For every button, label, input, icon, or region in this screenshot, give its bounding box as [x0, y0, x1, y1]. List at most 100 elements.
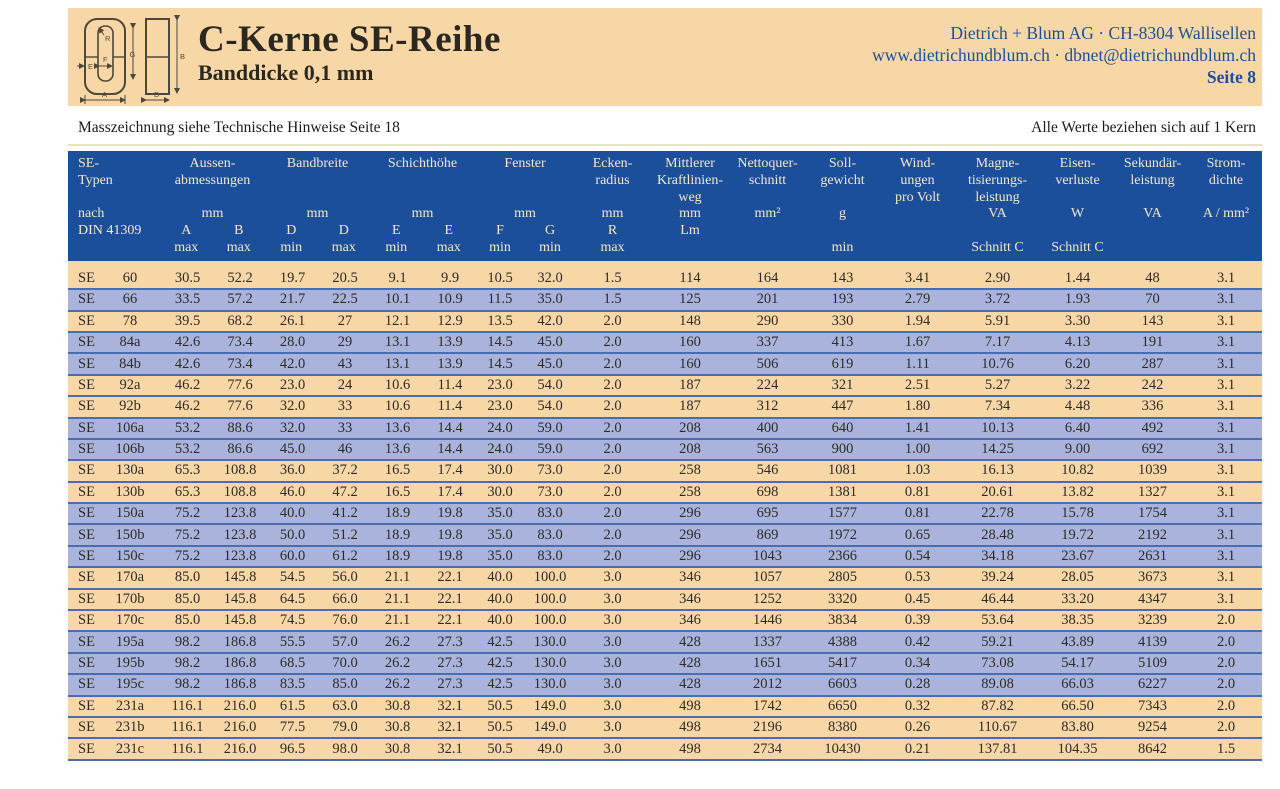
column-group-windungen: Wind-ungen pro Volt — [880, 151, 956, 261]
cell-value-12: 0.39 — [904, 612, 931, 629]
cell-value-8: 2.0 — [603, 376, 622, 393]
cell-value-6: 14.5 — [487, 334, 513, 351]
cell-value-4: 21.1 — [384, 590, 411, 607]
cell-value-2: 45.0 — [279, 441, 306, 458]
cell-value-7: 83.0 — [537, 505, 563, 522]
cell-value-14: 15.78 — [1061, 505, 1094, 522]
cell-value-1: 123.8 — [223, 526, 257, 543]
cell-value-13: 137.81 — [977, 740, 1018, 757]
table-row-se-66: SE 66 33.5 57.2 21.7 22.5 10.1 10.9 11.5 35.0 1.5 1… — [68, 289, 1263, 311]
cell-value-4: 13.1 — [384, 334, 411, 351]
cell-value-6: 11.5 — [487, 291, 513, 308]
page-subtitle: Banddicke 0,1 mm — [198, 60, 374, 85]
cell-value-13: 3.72 — [984, 291, 1011, 308]
cell-value-16: 2.0 — [1216, 676, 1236, 693]
cell-value-9: 187 — [679, 376, 701, 393]
cell-value-11: 330 — [831, 312, 854, 329]
column-group-sollgewicht: Soll-gewicht g min — [805, 151, 881, 261]
cell-value-13: 89.08 — [981, 676, 1014, 693]
cell-value-0: 53.2 — [174, 419, 201, 436]
cell-value-16: 3.1 — [1216, 312, 1236, 329]
cell-value-3: 51.2 — [332, 526, 358, 543]
cell-value-0: 65.3 — [174, 483, 201, 500]
cell-value-10: 312 — [756, 398, 779, 415]
cell-value-13: 20.61 — [981, 483, 1014, 500]
cell-value-6: 50.5 — [487, 697, 513, 714]
cell-value-8: 3.0 — [603, 697, 622, 714]
table-body: SE 60 30.5 52.2 19.7 20.5 9.1 9.9 10.5 32.0 1.5 114… — [68, 260, 1263, 760]
cell-value-16: 3.1 — [1216, 269, 1236, 286]
cell-value-0: 46.2 — [174, 376, 201, 393]
cell-value-11: 2366 — [828, 548, 858, 565]
cell-value-1: 186.8 — [223, 655, 257, 671]
cell-value-6: 35.0 — [487, 548, 513, 565]
cell-value-4: 13.6 — [384, 441, 411, 458]
cell-value-6: 24.0 — [487, 419, 513, 436]
cell-value-13: 16.13 — [981, 462, 1014, 479]
cell-value-1: 123.8 — [223, 548, 257, 565]
cell-value-16: 3.1 — [1216, 548, 1236, 565]
cell-value-0: 39.5 — [174, 312, 201, 329]
table-row-se-195a: SE 195a 98.2 186.8 55.5 57.0 26.2 27.3 42.5 130.0… — [68, 631, 1263, 653]
cell-value-11: 640 — [831, 419, 854, 436]
cell-value-1: 73.4 — [227, 355, 253, 372]
cell-value-0: 75.2 — [174, 548, 201, 565]
cell-value-11: 143 — [831, 269, 854, 286]
cell-value-1: 145.8 — [223, 590, 257, 607]
cell-value-8: 3.0 — [603, 740, 622, 757]
cell-value-11: 2805 — [828, 569, 858, 586]
cell-value-10: 563 — [756, 441, 779, 458]
cell-value-6: 35.0 — [487, 505, 513, 522]
cell-value-1: 216.0 — [223, 740, 257, 757]
cell-value-8: 3.0 — [603, 612, 622, 629]
cell-value-3: 33 — [337, 419, 353, 436]
cell-value-5: 27.3 — [437, 676, 463, 693]
cell-type: SE 84a — [78, 334, 141, 351]
cell-value-12: 0.54 — [904, 548, 931, 565]
cell-value-16: 3.1 — [1216, 291, 1236, 308]
cell-value-2: 74.5 — [279, 612, 306, 629]
cell-value-3: 63.0 — [332, 697, 358, 714]
cell-value-7: 83.0 — [537, 548, 563, 565]
cell-value-2: 83.5 — [279, 676, 306, 693]
cell-value-7: 45.0 — [537, 334, 563, 351]
cell-value-7: 73.0 — [537, 483, 563, 500]
cell-value-0: 46.2 — [174, 398, 201, 415]
cell-value-8: 2.0 — [603, 462, 622, 479]
cell-value-12: 2.79 — [904, 291, 931, 308]
cell-value-11: 3320 — [828, 590, 858, 607]
cell-value-10: 1651 — [753, 655, 783, 671]
cell-value-15: 287 — [1141, 355, 1164, 372]
cell-value-9: 160 — [679, 334, 701, 351]
note-values-scope: Alle Werte beziehen sich auf 1 Kern — [1031, 119, 1256, 136]
cell-value-14: 6.40 — [1064, 419, 1091, 436]
cell-value-7: 59.0 — [537, 419, 563, 436]
cell-value-6: 13.5 — [487, 312, 513, 329]
cell-value-13: 5.27 — [984, 376, 1011, 393]
cell-type: SE 195b — [78, 655, 145, 671]
cell-value-4: 12.1 — [384, 312, 411, 329]
cell-value-14: 4.13 — [1064, 334, 1091, 351]
cell-value-3: 22.5 — [332, 291, 358, 308]
cell-value-14: 104.35 — [1057, 740, 1098, 757]
cell-value-13: 7.17 — [984, 334, 1011, 351]
cell-value-2: 19.7 — [279, 269, 306, 286]
cell-value-16: 3.1 — [1216, 334, 1236, 351]
cell-value-1: 186.8 — [223, 633, 257, 650]
cell-value-1: 108.8 — [223, 462, 257, 479]
cell-value-6: 40.0 — [487, 590, 513, 607]
cell-value-12: 1.41 — [904, 419, 931, 436]
cell-value-14: 9.00 — [1064, 441, 1091, 458]
cell-value-12: 0.34 — [904, 655, 931, 671]
cell-value-0: 42.6 — [174, 334, 201, 351]
separator-rule — [68, 144, 1262, 146]
cell-type: SE 84b — [78, 355, 141, 372]
cell-value-8: 2.0 — [603, 355, 622, 372]
cell-value-2: 36.0 — [279, 462, 306, 479]
cell-value-5: 13.9 — [437, 355, 463, 372]
cell-value-3: 46 — [337, 441, 353, 458]
cell-value-2: 23.0 — [279, 376, 306, 393]
cell-value-0: 85.0 — [174, 569, 201, 586]
